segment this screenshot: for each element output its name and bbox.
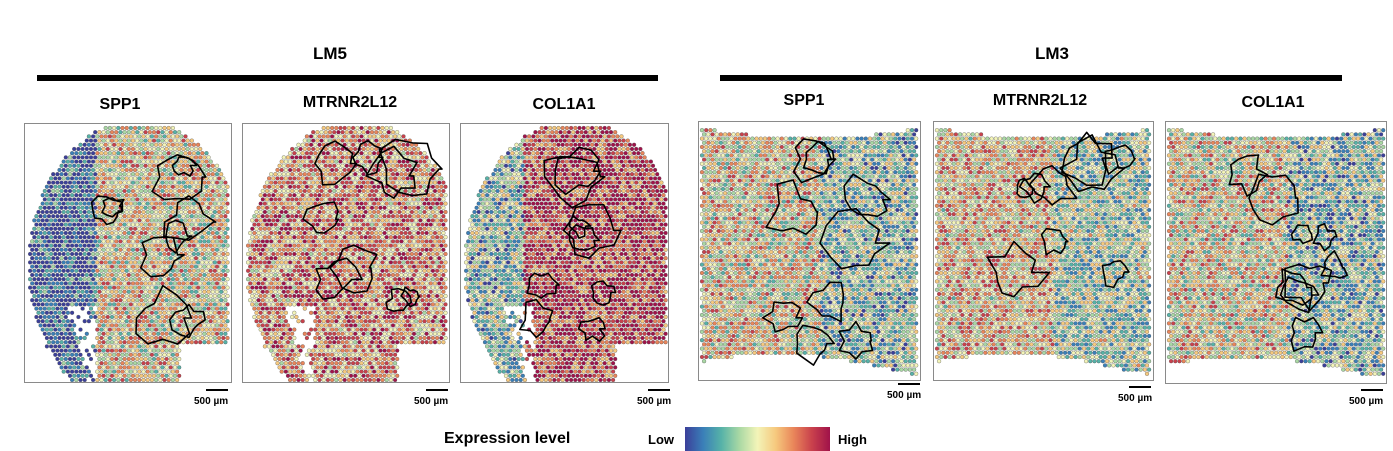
scale-bar [1129,386,1151,388]
scale-bar [1361,389,1383,391]
gene-label-lm3-spp1: SPP1 [783,92,825,109]
spot-map [246,125,448,382]
spot-map [28,125,230,382]
group-rule-lm3 [720,75,1342,81]
scale-label: 500 µm [887,390,922,401]
legend-low-label: Low [648,432,674,447]
spatial-panel-lm3-col1a1 [1165,121,1387,384]
scale-label: 500 µm [194,396,229,407]
scale-label: 500 µm [1118,393,1153,404]
legend-colorbar [685,427,830,451]
spot-map [934,128,1152,376]
gene-label-lm5-spp1: SPP1 [99,96,141,113]
spatial-panel-lm5-spp1 [24,123,232,383]
scale-bar [206,389,228,391]
group-rule-lm5 [37,75,658,81]
scale-bar [898,383,920,385]
spatial-panel-lm5-mtrnr2l12 [242,123,450,383]
spatial-panel-lm5-col1a1 [460,123,669,383]
spot-map [464,125,668,382]
scale-label: 500 µm [1349,396,1384,407]
scale-bar [648,389,670,391]
group-title-lm3: LM3 [1035,44,1069,63]
gene-label-lm3-mtrnr2l12: MTRNR2L12 [992,92,1088,109]
spatial-panel-lm3-spp1 [698,121,921,381]
scale-label: 500 µm [414,396,449,407]
gene-label-lm5-col1a1: COL1A1 [532,96,596,113]
scale-label: 500 µm [637,396,672,407]
gene-label-lm5-mtrnr2l12: MTRNR2L12 [302,94,398,111]
spot-map [699,128,919,376]
legend-title: Expression level [444,430,571,447]
spot-map [1166,128,1386,376]
group-title-lm5: LM5 [313,44,347,63]
legend-high-label: High [838,432,867,447]
gene-label-lm3-col1a1: COL1A1 [1241,94,1305,111]
scale-bar [426,389,448,391]
spatial-panel-lm3-mtrnr2l12 [933,121,1154,381]
